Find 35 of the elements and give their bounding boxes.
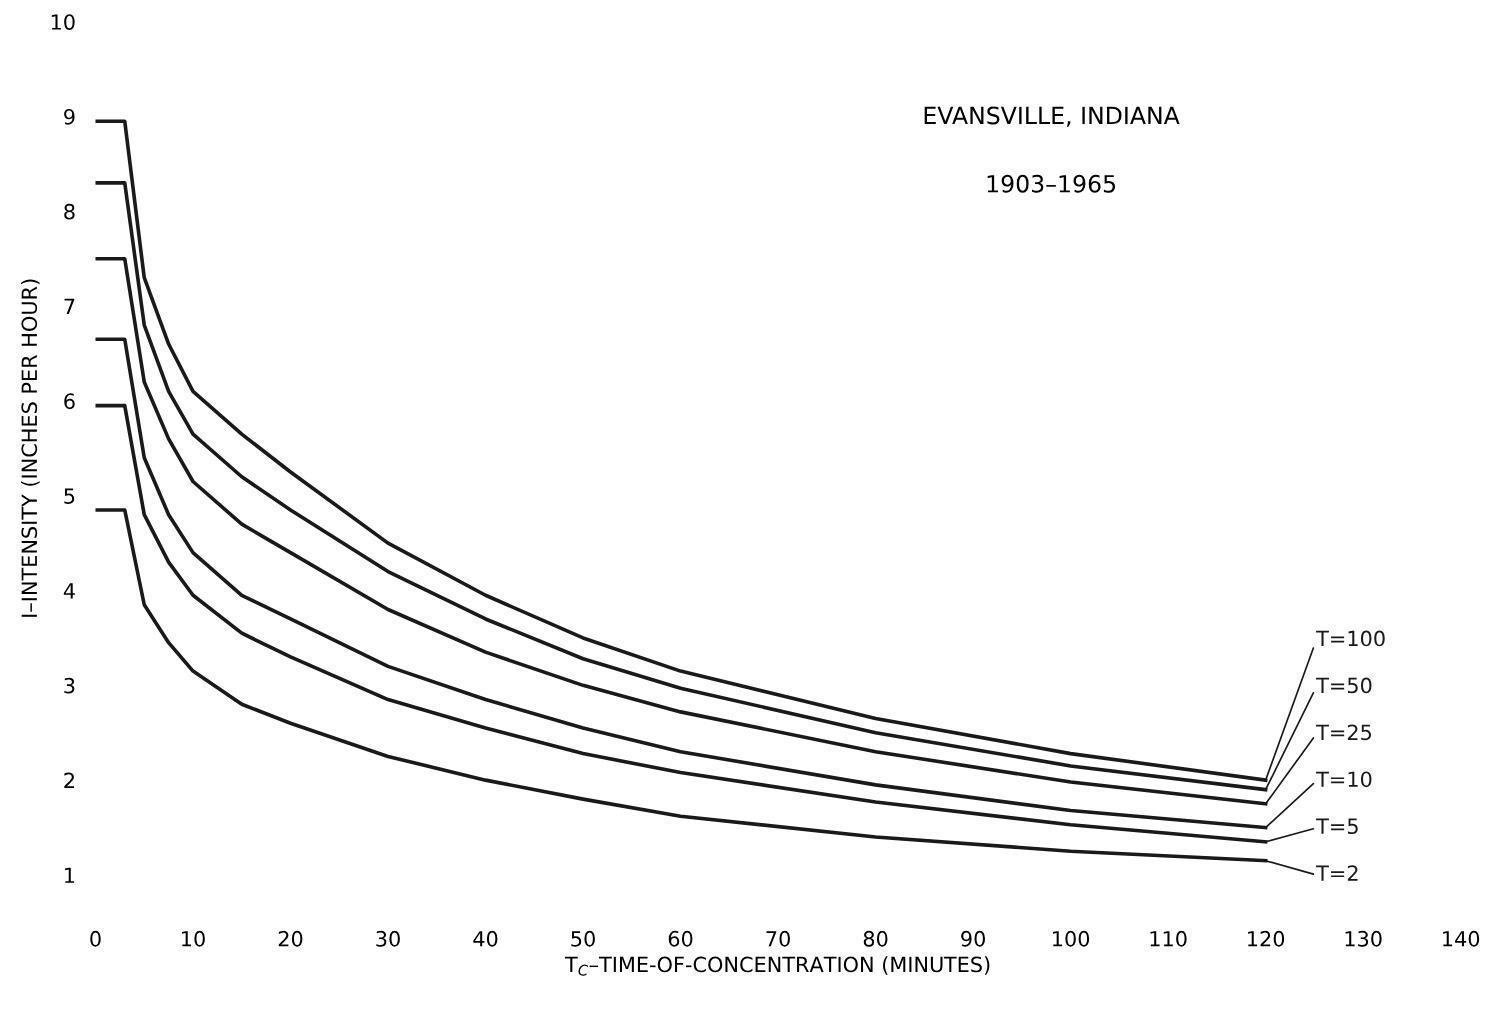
x-tick-label: 80	[863, 930, 888, 947]
y-tick-label: 8	[64, 203, 75, 220]
x-tick-label: 120	[1248, 930, 1285, 947]
x-tick-label: 60	[668, 930, 693, 947]
x-tick-label: 40	[473, 930, 498, 947]
legend-label: T=2	[1316, 865, 1358, 881]
y-axis-title: I–INTENSITY (INCHES PER HOUR)	[21, 279, 40, 617]
x-tick-label: 130	[1345, 930, 1382, 947]
x-tick-label: 30	[376, 930, 400, 947]
x-tick-label: 50	[571, 930, 595, 947]
text: T=25	[1316, 724, 1372, 741]
x-tick-label: 140	[1443, 930, 1480, 947]
text: T=10	[1316, 771, 1372, 788]
y-tick-label: 7	[64, 298, 75, 315]
x-tick-label: 110	[1150, 930, 1187, 947]
x-tick-label: 10	[182, 930, 205, 947]
text: 1903–1965	[987, 174, 1116, 193]
x-axis-title: T$_{C}$–TIME-OF-CONCENTRATION (MINUTES)	[564, 956, 990, 976]
x-tick-label: 20	[278, 930, 303, 947]
y-tick-label: 4	[63, 583, 75, 599]
y-tick-label: 1	[65, 867, 75, 883]
y-tick-label: 6	[64, 393, 75, 410]
x-tick-label: 90	[961, 930, 985, 947]
y-tick-label: 10	[51, 14, 75, 30]
x-tick-label: 100	[1053, 930, 1090, 947]
x-tick-label: 70	[766, 930, 790, 947]
text: T=50	[1316, 677, 1372, 694]
text: T=100	[1316, 630, 1385, 647]
y-tick-label: 5	[64, 488, 75, 504]
text: EVANSVILLE, INDIANA	[924, 106, 1180, 127]
y-tick-label: 2	[64, 772, 74, 789]
legend-label: T=5	[1316, 818, 1358, 835]
y-tick-label: 3	[64, 677, 75, 694]
y-tick-label: 9	[64, 108, 75, 125]
x-tick-label: 0	[90, 930, 101, 947]
